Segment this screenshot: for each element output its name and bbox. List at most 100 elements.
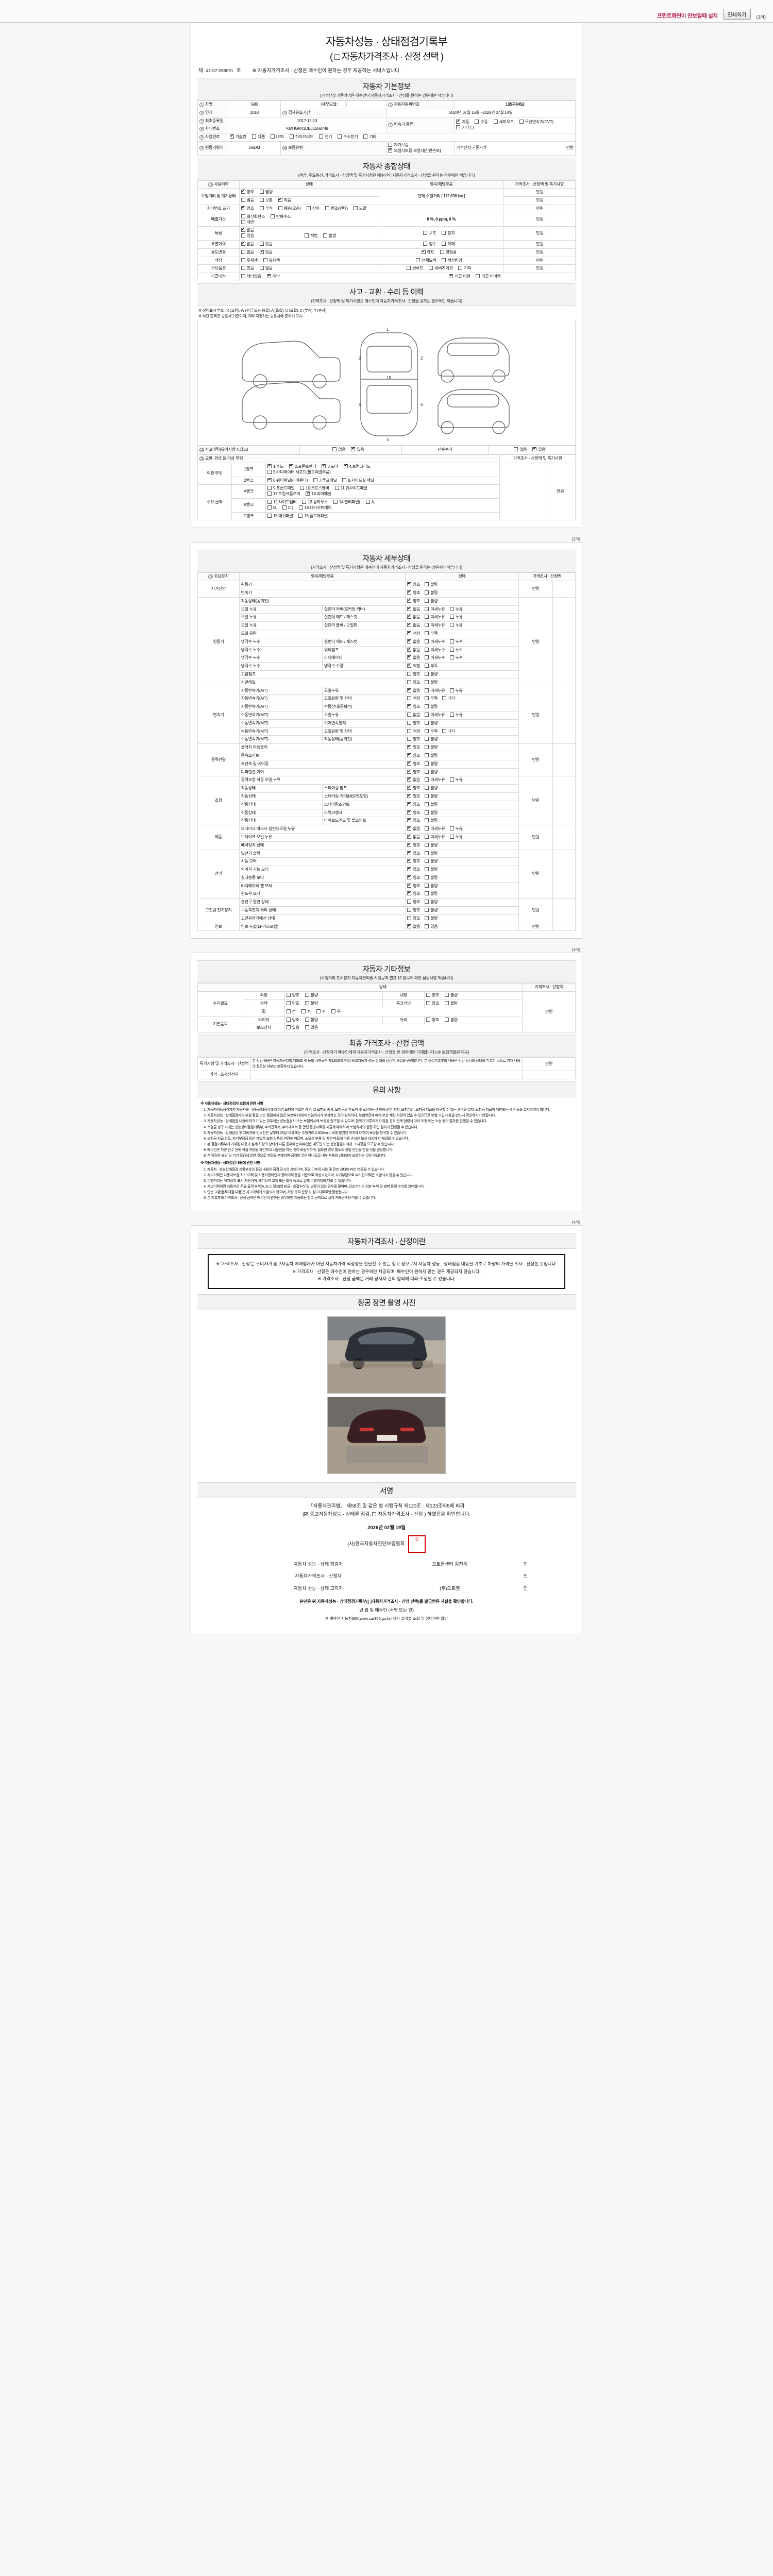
state-option[interactable]: 누유	[449, 712, 463, 718]
checkbox-icon[interactable]	[229, 133, 234, 139]
state-option[interactable]: 불량	[425, 680, 438, 686]
state-option[interactable]: 미세누수	[425, 655, 445, 661]
state-option[interactable]: 과다	[442, 728, 456, 735]
checkbox-icon[interactable]	[267, 469, 272, 474]
state-option[interactable]: 양호	[407, 752, 421, 759]
state-option[interactable]: 누유	[449, 826, 463, 832]
checkbox-icon[interactable]	[442, 258, 446, 262]
checkbox-icon[interactable]	[449, 834, 454, 839]
checkbox-icon[interactable]	[241, 249, 245, 254]
checkbox-icon[interactable]	[425, 720, 429, 725]
checkbox-icon[interactable]	[407, 654, 412, 660]
state-option[interactable]: 없음	[407, 923, 421, 930]
trans-opt-2[interactable]: 세미오토	[493, 120, 514, 125]
checkbox-icon[interactable]	[407, 744, 412, 750]
checkbox-icon[interactable]	[331, 1009, 335, 1013]
state-option[interactable]: 양호	[407, 801, 421, 808]
checkbox-icon[interactable]	[286, 1025, 291, 1030]
state-option[interactable]: 양호	[407, 908, 421, 913]
trans-opt-1[interactable]: 수동	[475, 120, 488, 125]
state-option[interactable]: 불량	[425, 598, 438, 604]
checkbox-icon[interactable]	[425, 875, 429, 879]
checkbox-icon[interactable]	[425, 826, 429, 831]
state-option[interactable]: 없음	[407, 606, 421, 613]
checkbox-icon[interactable]	[267, 486, 272, 490]
checkbox-icon[interactable]	[407, 890, 412, 896]
checkbox-icon[interactable]	[407, 834, 412, 839]
state-option[interactable]: 양호	[407, 589, 421, 596]
fuel-opt-1[interactable]: 디젤	[251, 134, 265, 140]
checkbox-icon[interactable]	[322, 463, 326, 469]
checkbox-icon[interactable]	[407, 703, 412, 709]
checkbox-icon[interactable]	[425, 916, 429, 920]
checkbox-icon[interactable]	[425, 908, 429, 912]
checkbox-icon[interactable]	[407, 737, 412, 741]
checkbox-icon[interactable]	[426, 993, 430, 997]
checkbox-icon[interactable]	[425, 671, 429, 676]
checkbox-icon[interactable]	[241, 266, 245, 270]
checkbox-icon[interactable]	[514, 447, 518, 452]
checkbox-icon[interactable]	[259, 241, 264, 246]
checkbox-icon[interactable]	[286, 1017, 291, 1022]
checkbox-icon[interactable]	[425, 777, 429, 782]
state-option[interactable]: 없음	[407, 776, 421, 783]
state-option[interactable]: 누유	[449, 777, 463, 783]
state-option[interactable]: 불량	[425, 737, 438, 742]
checkbox-icon[interactable]	[267, 500, 272, 504]
state-option[interactable]: 양호	[407, 817, 421, 824]
checkbox-icon[interactable]	[241, 241, 245, 246]
state-option[interactable]: 양호	[407, 866, 421, 873]
state-option[interactable]: 누수	[449, 647, 463, 653]
checkbox-icon[interactable]	[267, 513, 272, 518]
checkbox-icon[interactable]	[407, 687, 412, 692]
checkbox-icon[interactable]	[334, 486, 339, 490]
state-option[interactable]: 불량	[425, 745, 438, 751]
state-option[interactable]: 불량	[425, 916, 438, 922]
checkbox-icon[interactable]	[425, 891, 429, 896]
checkbox-icon[interactable]	[267, 492, 272, 496]
state-option[interactable]: 미세누유	[425, 712, 445, 718]
checkbox-icon[interactable]	[449, 826, 454, 831]
checkbox-icon[interactable]	[305, 1001, 309, 1006]
state-option[interactable]: 없음	[407, 647, 421, 653]
fuel-opt-5[interactable]: 수소전기	[338, 134, 358, 140]
checkbox-icon[interactable]	[338, 134, 342, 139]
state-option[interactable]: 양호	[407, 581, 421, 588]
checkbox-icon[interactable]	[425, 834, 429, 839]
checkbox-icon[interactable]	[425, 883, 429, 888]
checkbox-icon[interactable]	[241, 198, 245, 202]
state-option[interactable]: 양호	[407, 890, 421, 897]
checkbox-icon[interactable]	[425, 753, 429, 757]
state-option[interactable]: 양호	[407, 760, 421, 767]
checkbox-icon[interactable]	[407, 769, 412, 774]
state-option[interactable]: 양호	[407, 900, 421, 905]
checkbox-icon[interactable]	[259, 266, 264, 270]
state-option[interactable]: 불량	[425, 900, 438, 905]
checkbox-icon[interactable]	[440, 249, 444, 254]
checkbox-icon[interactable]	[407, 638, 412, 644]
checkbox-icon[interactable]	[407, 866, 412, 872]
checkbox-icon[interactable]	[416, 258, 421, 262]
state-option[interactable]: 불량	[425, 842, 438, 849]
checkbox-icon[interactable]	[425, 598, 429, 603]
state-option[interactable]: 누유	[449, 623, 463, 629]
checkbox-icon[interactable]	[241, 233, 245, 238]
checkbox-icon[interactable]	[289, 463, 294, 469]
checkbox-icon[interactable]	[449, 623, 454, 628]
state-option[interactable]: 미세누유	[425, 777, 445, 783]
checkbox-icon[interactable]	[407, 589, 412, 595]
checkbox-icon[interactable]	[493, 120, 498, 124]
state-option[interactable]: 부족	[425, 728, 438, 735]
checkbox-icon[interactable]	[407, 850, 412, 855]
checkbox-icon[interactable]	[425, 745, 429, 750]
checkbox-icon[interactable]	[449, 273, 453, 279]
checkbox-icon[interactable]	[449, 647, 454, 652]
checkbox-icon[interactable]	[365, 500, 370, 504]
state-option[interactable]: 없음	[407, 638, 421, 645]
checkbox-icon[interactable]	[259, 206, 264, 210]
checkbox-icon[interactable]	[305, 993, 309, 997]
state-option[interactable]: 불량	[425, 867, 438, 873]
checkbox-icon[interactable]	[342, 478, 347, 482]
checkbox-icon[interactable]	[425, 712, 429, 717]
checkbox-icon[interactable]	[425, 728, 429, 733]
